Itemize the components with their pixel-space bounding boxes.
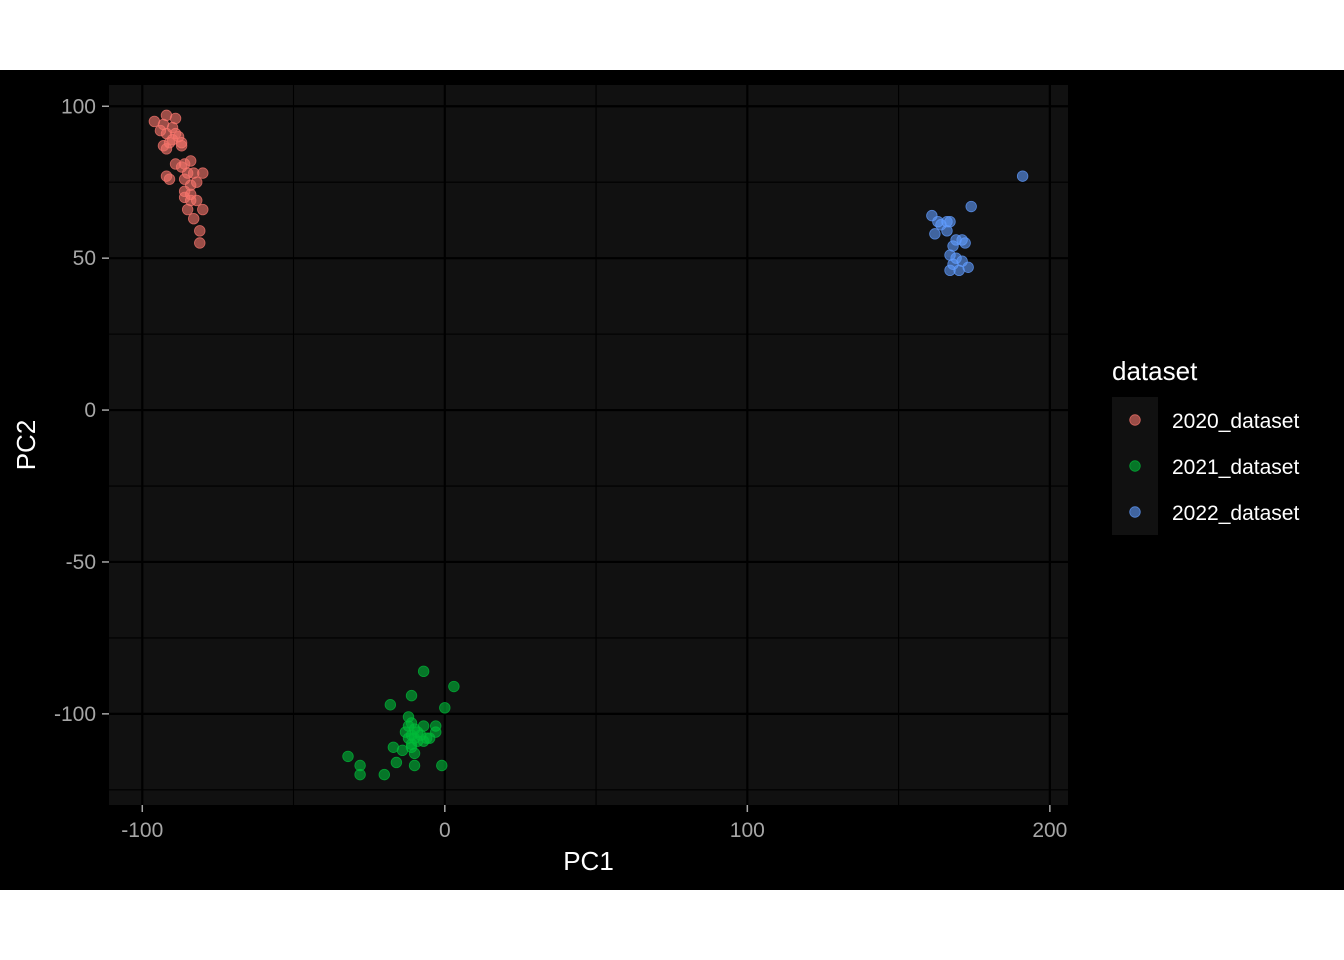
- data-points: [148, 109, 1029, 781]
- data-point-2021_dataset: [390, 756, 403, 769]
- y-tick-label: 100: [61, 95, 96, 118]
- data-point-2021_dataset: [417, 735, 430, 747]
- y-tick-label: -100: [54, 703, 96, 726]
- data-point-2021_dataset: [396, 744, 409, 757]
- data-point-2021_dataset: [408, 759, 421, 772]
- legend-label-2022_dataset: 2022_dataset: [1172, 502, 1299, 525]
- y-tick-label: 50: [73, 247, 96, 270]
- x-axis: -100 0 100 200: [121, 805, 1067, 842]
- data-point-2021_dataset: [417, 665, 430, 678]
- data-point-2020_dataset: [197, 203, 209, 216]
- x-tick-label: 200: [1032, 819, 1067, 842]
- data-point-2022_dataset: [944, 264, 956, 277]
- legend-key-2020_dataset: [1129, 414, 1141, 426]
- data-point-2022_dataset: [1016, 170, 1029, 182]
- x-axis-title: PC1: [563, 846, 614, 876]
- x-tick-label: -100: [121, 819, 163, 842]
- y-axis-title: PC2: [11, 420, 41, 471]
- data-point-2020_dataset: [197, 167, 209, 179]
- data-point-2020_dataset: [194, 225, 206, 237]
- major-gridlines: [109, 85, 1068, 805]
- minor-gridlines: [109, 85, 1068, 805]
- data-point-2020_dataset: [160, 143, 173, 155]
- data-point-2021_dataset: [354, 768, 366, 781]
- data-point-2021_dataset: [342, 750, 354, 763]
- data-point-2022_dataset: [929, 228, 941, 240]
- x-tick-label: 100: [730, 819, 765, 842]
- data-point-2020_dataset: [194, 237, 206, 249]
- data-point-2020_dataset: [188, 212, 200, 225]
- data-point-2021_dataset: [405, 689, 418, 702]
- y-tick-label: 0: [84, 399, 96, 422]
- legend-key-2021_dataset: [1129, 460, 1141, 472]
- legend-label-2020_dataset: 2020_dataset: [1172, 410, 1299, 433]
- scatter-chart: -100 0 100 200 -100 -50 0 50 100 PC1 PC2 datase…: [11, 85, 1299, 876]
- data-point-2021_dataset: [439, 702, 451, 714]
- x-tick-label: 0: [439, 819, 451, 842]
- data-point-2021_dataset: [378, 768, 390, 781]
- data-point-2022_dataset: [941, 225, 953, 237]
- legend-label-2021_dataset: 2021_dataset: [1172, 456, 1299, 479]
- data-point-2021_dataset: [384, 699, 397, 711]
- data-point-2021_dataset: [408, 747, 421, 760]
- y-tick-label: -50: [66, 551, 96, 574]
- data-point-2021_dataset: [436, 759, 448, 772]
- data-point-2020_dataset: [175, 140, 188, 152]
- legend: dataset 2020_dataset 2021_dataset 2022_dat…: [1112, 356, 1299, 535]
- legend-key-2022_dataset: [1129, 506, 1141, 518]
- data-point-2021_dataset: [448, 680, 460, 693]
- data-point-2022_dataset: [959, 237, 971, 249]
- chart-figure: -100 0 100 200 -100 -50 0 50 100 PC1 PC2 datase…: [0, 70, 1344, 890]
- data-point-2020_dataset: [163, 173, 176, 185]
- plot-panel: [109, 85, 1068, 805]
- data-point-2022_dataset: [965, 200, 977, 213]
- legend-title: dataset: [1112, 356, 1198, 386]
- data-point-2020_dataset: [181, 203, 194, 216]
- y-axis: -100 -50 0 50 100: [54, 95, 109, 726]
- legend-items: 2020_dataset 2021_dataset 2022_dataset: [1129, 410, 1299, 525]
